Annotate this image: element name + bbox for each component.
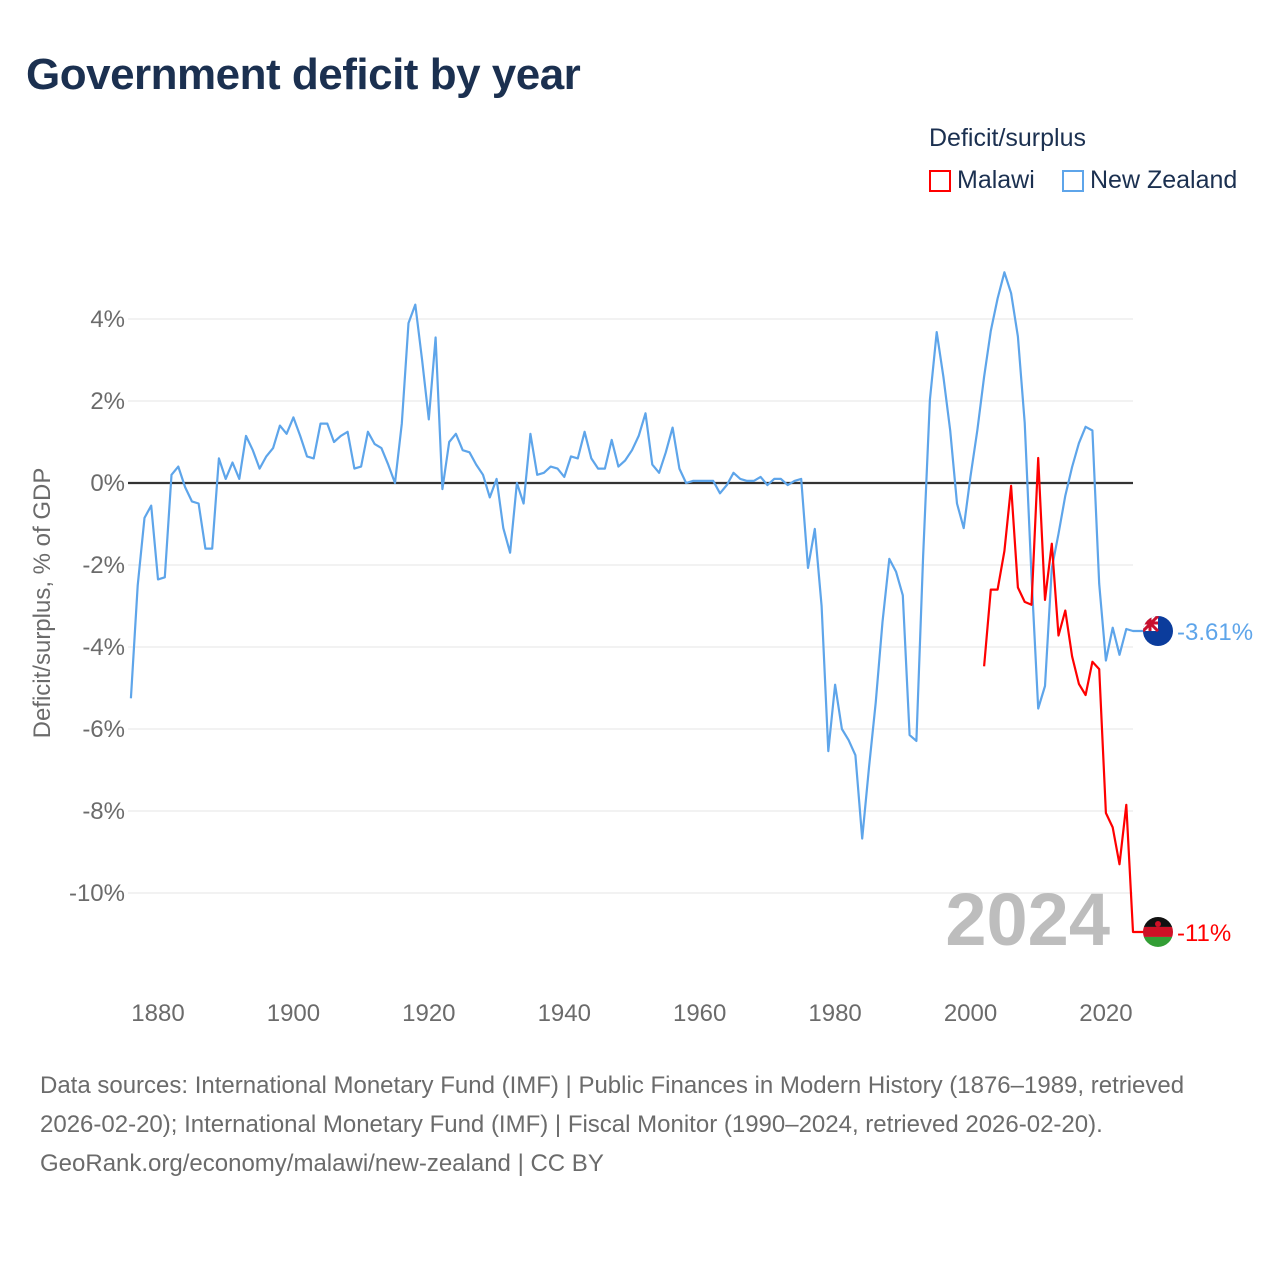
y-axis-label: Deficit/surplus, % of GDP [29,468,56,739]
x-tick-label: 1980 [808,1000,861,1027]
flag-new-zealand-icon [1143,616,1173,647]
flag-union-cross [1143,616,1158,632]
x-tick-label: 2020 [1079,1000,1132,1027]
flag-stripes [1143,916,1173,947]
legend-swatch-new-zealand [1062,169,1084,192]
legend-swatch-malawi [929,169,951,192]
x-tick-label: 2000 [944,1000,997,1027]
legend-item-malawi[interactable]: Malawi [929,166,1035,195]
data-sources: Data sources: International Monetary Fun… [40,1072,1185,1138]
series-line-malawi [983,456,1146,934]
y-tick-label: 0% [90,470,125,497]
footer: Data sources: International Monetary Fun… [40,1066,1250,1183]
credit-link[interactable]: GeoRank.org/economy/malawi/new-zealand |… [40,1150,604,1177]
flag-stripe-green [1143,936,1173,947]
y-tick-label: -6% [82,716,125,743]
chart-title: Government deficit by year [26,50,581,99]
year-watermark: 2024 [945,878,1110,961]
legend-title: Deficit/surplus [929,124,1086,152]
end-label-new-zealand: -3.61% [1177,619,1253,646]
legend-item-new-zealand[interactable]: New Zealand [1062,166,1237,195]
flag-body [1143,616,1173,647]
flag-stripe-red [1143,926,1173,937]
flag-sun [1155,920,1161,927]
legend-label-new-zealand: New Zealand [1090,166,1238,194]
flag-malawi-icon [1143,916,1173,947]
y-tick-label: -8% [82,798,125,825]
x-tick-label: 1960 [673,1000,726,1027]
y-tick-label: 4% [90,306,125,333]
x-tick-label: 1920 [402,1000,455,1027]
x-tick-label: 1880 [131,1000,184,1027]
y-tick-label: -2% [82,552,125,579]
x-tick-label: 1940 [538,1000,591,1027]
legend-label-malawi: Malawi [957,166,1035,194]
y-tick-label: -10% [69,880,125,907]
end-label-malawi: -11% [1177,920,1231,947]
x-tick-label: 1900 [267,1000,320,1027]
y-tick-label: -4% [82,634,125,661]
series-line-new-zealand [129,271,1146,840]
y-tick-label: 2% [90,388,125,415]
